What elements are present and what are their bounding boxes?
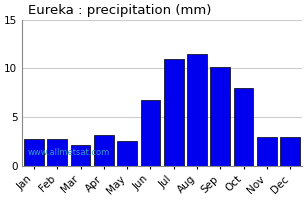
Bar xyxy=(140,100,160,166)
Bar xyxy=(234,88,253,166)
Bar xyxy=(164,59,184,166)
Bar xyxy=(24,139,44,166)
Text: www.allmetsat.com: www.allmetsat.com xyxy=(28,148,110,157)
Bar xyxy=(117,141,137,166)
Bar xyxy=(187,54,207,166)
Bar xyxy=(47,139,67,166)
Bar xyxy=(211,67,230,166)
Text: Eureka : precipitation (mm): Eureka : precipitation (mm) xyxy=(28,4,211,17)
Bar xyxy=(94,135,114,166)
Bar xyxy=(257,137,277,166)
Bar xyxy=(280,137,300,166)
Bar xyxy=(71,145,90,166)
